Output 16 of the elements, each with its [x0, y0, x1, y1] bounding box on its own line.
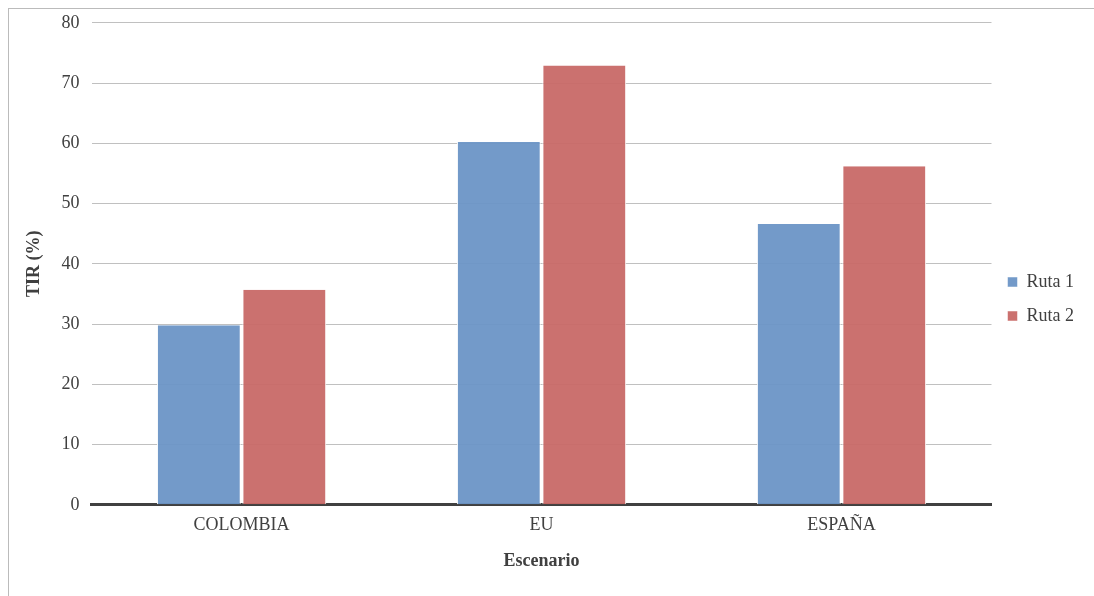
- x-axis-title: Escenario: [503, 549, 580, 570]
- legend-label: Ruta 2: [1026, 304, 1074, 325]
- y-tick-label: 20: [61, 373, 80, 394]
- legend-label: Ruta 1: [1026, 270, 1074, 291]
- y-tick-label: 0: [70, 493, 80, 514]
- y-tick-label: 40: [61, 252, 80, 273]
- x-tick-label: EU: [529, 514, 554, 535]
- y-tick-label: 80: [61, 11, 80, 32]
- x-tick-label: ESPAÑA: [807, 513, 876, 535]
- y-axis-title: TIR (%): [23, 230, 45, 298]
- y-tick-label: 60: [61, 132, 80, 153]
- y-tick-label: 70: [61, 71, 80, 92]
- y-tick-label: 50: [61, 192, 80, 213]
- y-tick-label: 10: [61, 433, 80, 454]
- y-tick-label: 30: [61, 312, 80, 333]
- x-tick-label: COLOMBIA: [193, 514, 290, 535]
